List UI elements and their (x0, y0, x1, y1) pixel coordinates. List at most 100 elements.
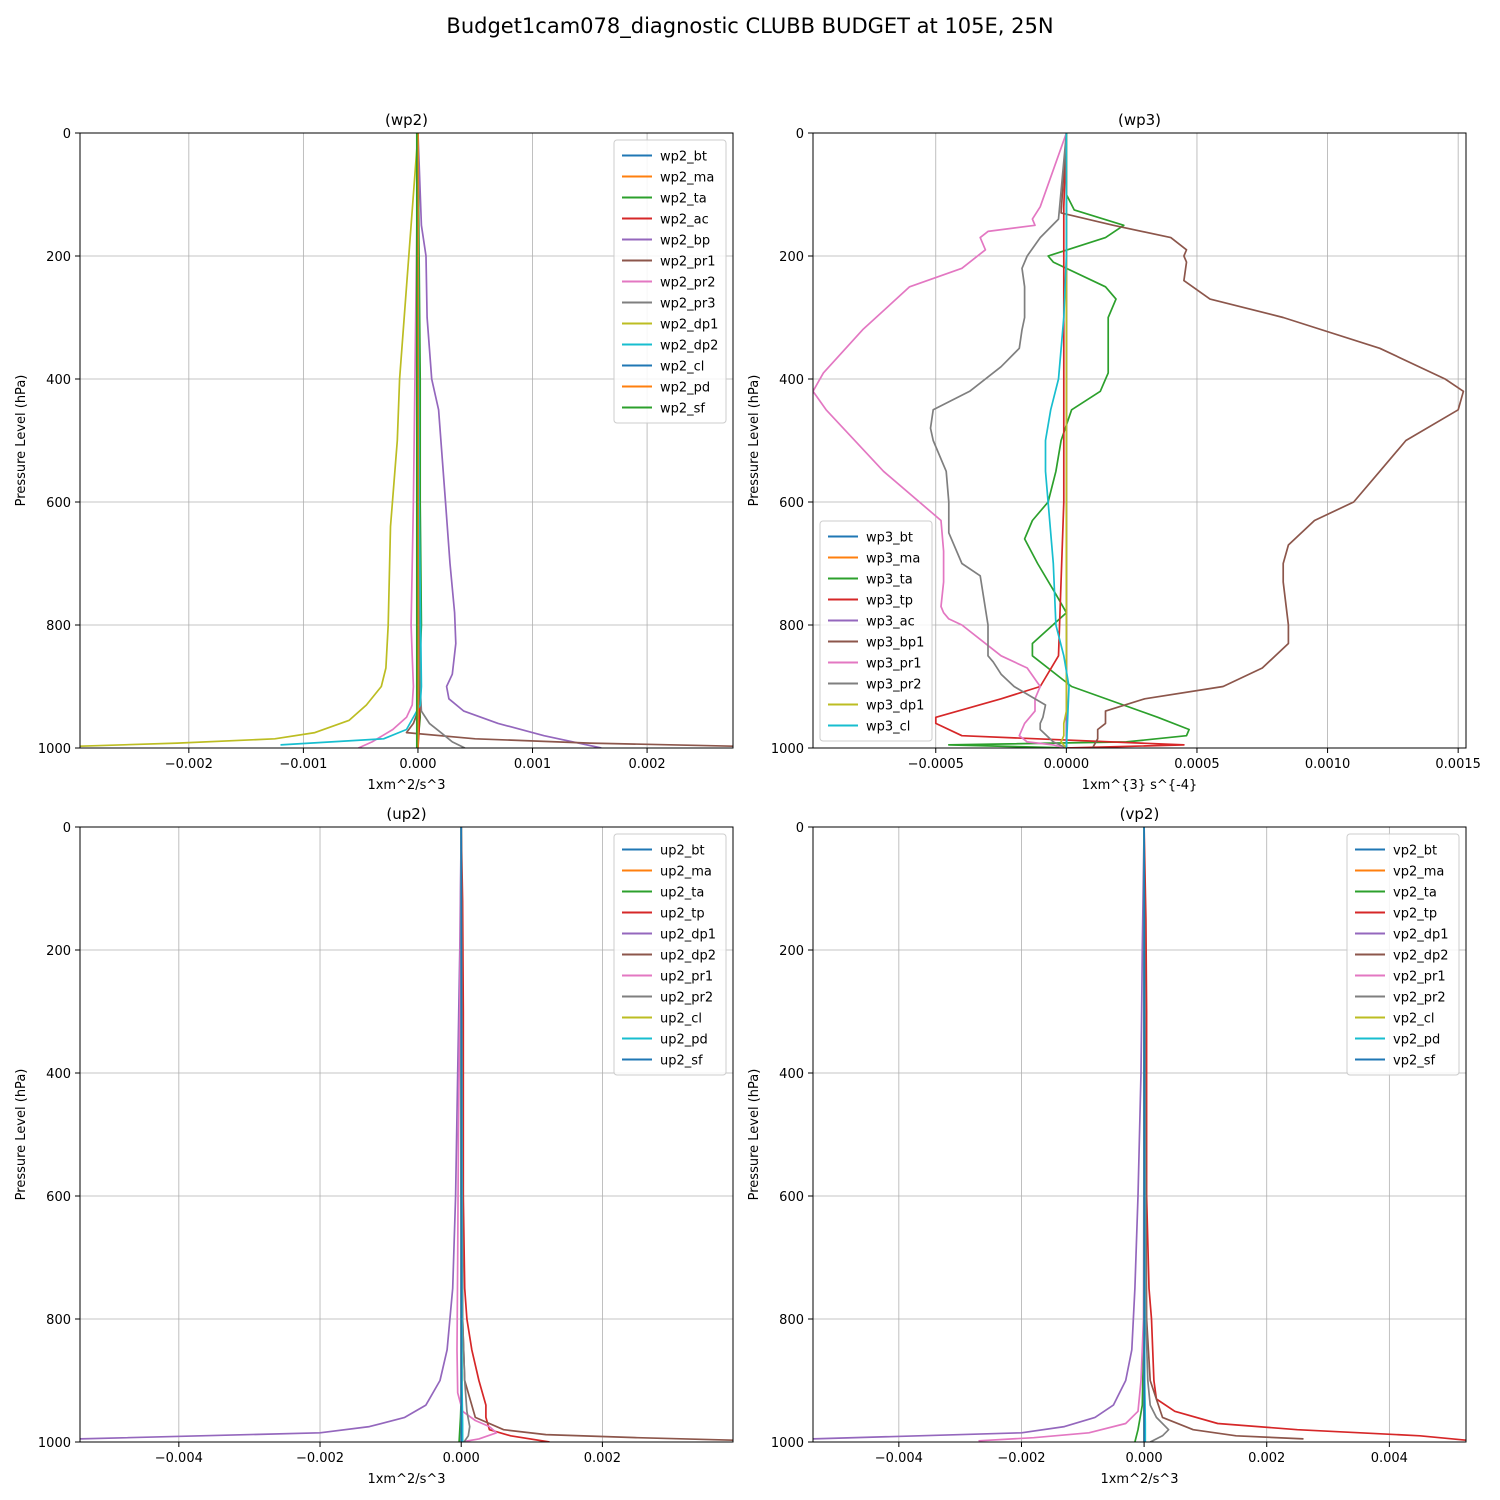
wp3-xtick-label: 0.0015 (1435, 757, 1481, 772)
legend-label-up2_ma: up2_ma (660, 865, 712, 880)
figure-title: Budget1cam078_diagnostic CLUBB BUDGET at… (446, 14, 1054, 38)
legend-label-vp2_pr2: vp2_pr2 (1393, 991, 1446, 1006)
up2-xtick-label: −0.004 (155, 1451, 203, 1466)
series-line-wp3_cl (1044, 133, 1070, 748)
wp3-xtick-label: 0.0005 (1174, 757, 1220, 772)
legend-label-vp2_tp: vp2_tp (1393, 907, 1437, 922)
wp2-ytick-label: 600 (46, 496, 71, 511)
wp3-ytick-label: 800 (779, 619, 804, 634)
up2-ytick-label: 1000 (38, 1436, 71, 1451)
vp2-ytick-label: 200 (779, 944, 804, 959)
series-line-vp2_pr1 (978, 827, 1145, 1442)
vp2-xtick-label: −0.002 (997, 1451, 1045, 1466)
legend-label-wp2_pr1: wp2_pr1 (660, 255, 716, 270)
up2-legend: up2_bt up2_ma up2_ta up2_tp up2_dp1 up2_dp2up… (613, 833, 727, 1076)
legend-label-up2_tp: up2_tp (660, 907, 705, 922)
vp2-legend: vp2_bt vp2_ma vp2_ta vp2_tp vp2_dp1 vp2_dp2vp… (1346, 833, 1460, 1076)
legend-label-wp2_ma: wp2_ma (660, 171, 714, 186)
legend-label-wp2_sf: wp2_sf (660, 402, 705, 417)
legend-label-up2_sf: up2_sf (660, 1054, 703, 1069)
vp2-panel-title: (vp2) (1120, 805, 1160, 823)
vp2-legend-frame (1346, 833, 1460, 1076)
vp2-xtick-label: 0.000 (1125, 1451, 1162, 1466)
up2-xtick-label: −0.002 (296, 1451, 344, 1466)
up2-ytick-label: 400 (46, 1067, 71, 1082)
series-line-wp2_dp1 (80, 133, 419, 748)
vp2-xtick-label: 0.004 (1371, 1451, 1408, 1466)
wp3-ytick-label: 200 (779, 250, 804, 265)
legend-label-vp2_dp1: vp2_dp1 (1393, 928, 1449, 943)
series-line-wp3_pr1 (813, 133, 1068, 748)
wp2-xtick-label: −0.002 (165, 757, 213, 772)
series-line-wp2_bp (417, 133, 602, 748)
up2-panel-title: (up2) (386, 805, 426, 823)
series-line-up2_pr1 (456, 827, 498, 1442)
wp2-xtick-label: −0.001 (279, 757, 327, 772)
legend-label-wp3_dp1: wp3_dp1 (866, 699, 924, 714)
wp2-xtick-label: 0.000 (399, 757, 436, 772)
series-line-wp3_pr2 (929, 133, 1068, 748)
wp2-legend-frame (613, 139, 727, 424)
wp3-panel-title: (wp3) (1118, 111, 1161, 129)
vp2-xtick-label: 0.002 (1248, 1451, 1285, 1466)
vp2-ytick-label: 0 (796, 821, 804, 836)
legend-label-vp2_sf: vp2_sf (1393, 1054, 1435, 1069)
up2-plot-frame (79, 826, 734, 1443)
wp2-plot-frame (79, 132, 734, 749)
up2-x-axis-label: 1xm^2/s^3 (367, 1472, 445, 1487)
series-line-up2_dp1 (80, 827, 463, 1440)
wp2-ytick-label: 400 (46, 373, 71, 388)
vp2-ytick-label: 400 (779, 1067, 804, 1082)
series-line-up2_tp (460, 827, 550, 1442)
series-line-vp2_tp (1143, 827, 1466, 1442)
wp3-ytick-label: 1000 (771, 742, 804, 757)
wp3-y-axis-label: Pressure Level (hPa) (747, 375, 762, 507)
up2-ytick-label: 800 (46, 1313, 71, 1328)
wp2-series-group (80, 133, 733, 748)
wp2-xtick-label: 0.002 (628, 757, 665, 772)
legend-label-up2_cl: up2_cl (660, 1012, 702, 1027)
wp3-legend-frame (819, 520, 933, 742)
wp3-ytick-label: 600 (779, 496, 804, 511)
legend-label-vp2_cl: vp2_cl (1393, 1012, 1434, 1027)
legend-label-wp3_ac: wp3_ac (866, 615, 915, 630)
legend-label-wp3_tp: wp3_tp (866, 594, 913, 609)
series-line-wp3_tp (934, 133, 1185, 748)
wp3-series-group (813, 133, 1465, 748)
legend-label-wp2_pr3: wp2_pr3 (660, 297, 716, 312)
wp2-panel-title: (wp2) (385, 111, 428, 129)
legend-label-vp2_ma: vp2_ma (1393, 865, 1444, 880)
wp2-y-axis-label: Pressure Level (hPa) (14, 375, 29, 507)
legend-label-wp3_pr2: wp3_pr2 (866, 678, 922, 693)
wp3-xtick-label: 0.0000 (1044, 757, 1090, 772)
series-line-wp3_ta (947, 133, 1190, 748)
up2-y-axis-label: Pressure Level (hPa) (14, 1069, 29, 1201)
legend-label-wp3_cl: wp3_cl (866, 720, 910, 735)
series-line-wp2_pr2 (358, 133, 419, 748)
up2-ytick-label: 200 (46, 944, 71, 959)
wp2-ytick-label: 1000 (38, 742, 71, 757)
up2-legend-frame (613, 833, 727, 1076)
legend-label-vp2_ta: vp2_ta (1393, 886, 1437, 901)
vp2-y-axis-label: Pressure Level (hPa) (747, 1069, 762, 1201)
legend-label-vp2_pr1: vp2_pr1 (1393, 970, 1446, 985)
vp2-plot-frame (812, 826, 1467, 1443)
legend-label-wp2_ta: wp2_ta (660, 192, 707, 207)
series-line-wp3_dp1 (1060, 133, 1068, 748)
legend-label-wp3_ta: wp3_ta (866, 573, 913, 588)
legend-label-wp2_cl: wp2_cl (660, 360, 704, 375)
vp2-ytick-label: 1000 (771, 1436, 804, 1451)
legend-label-up2_ta: up2_ta (660, 886, 704, 901)
wp3-ytick-label: 0 (796, 127, 804, 142)
legend-label-vp2_bt: vp2_bt (1393, 844, 1437, 859)
series-line-wp2_dp2 (280, 133, 423, 746)
wp2-legend: wp2_bt wp2_ma wp2_ta wp2_ac wp2_bp wp2_pr1 wp2… (613, 139, 727, 424)
series-line-vp2_dp2 (1143, 827, 1304, 1440)
up2-ytick-label: 600 (46, 1190, 71, 1205)
up2-xtick-label: 0.000 (443, 1451, 480, 1466)
vp2-x-axis-label: 1xm^2/s^3 (1100, 1472, 1178, 1487)
